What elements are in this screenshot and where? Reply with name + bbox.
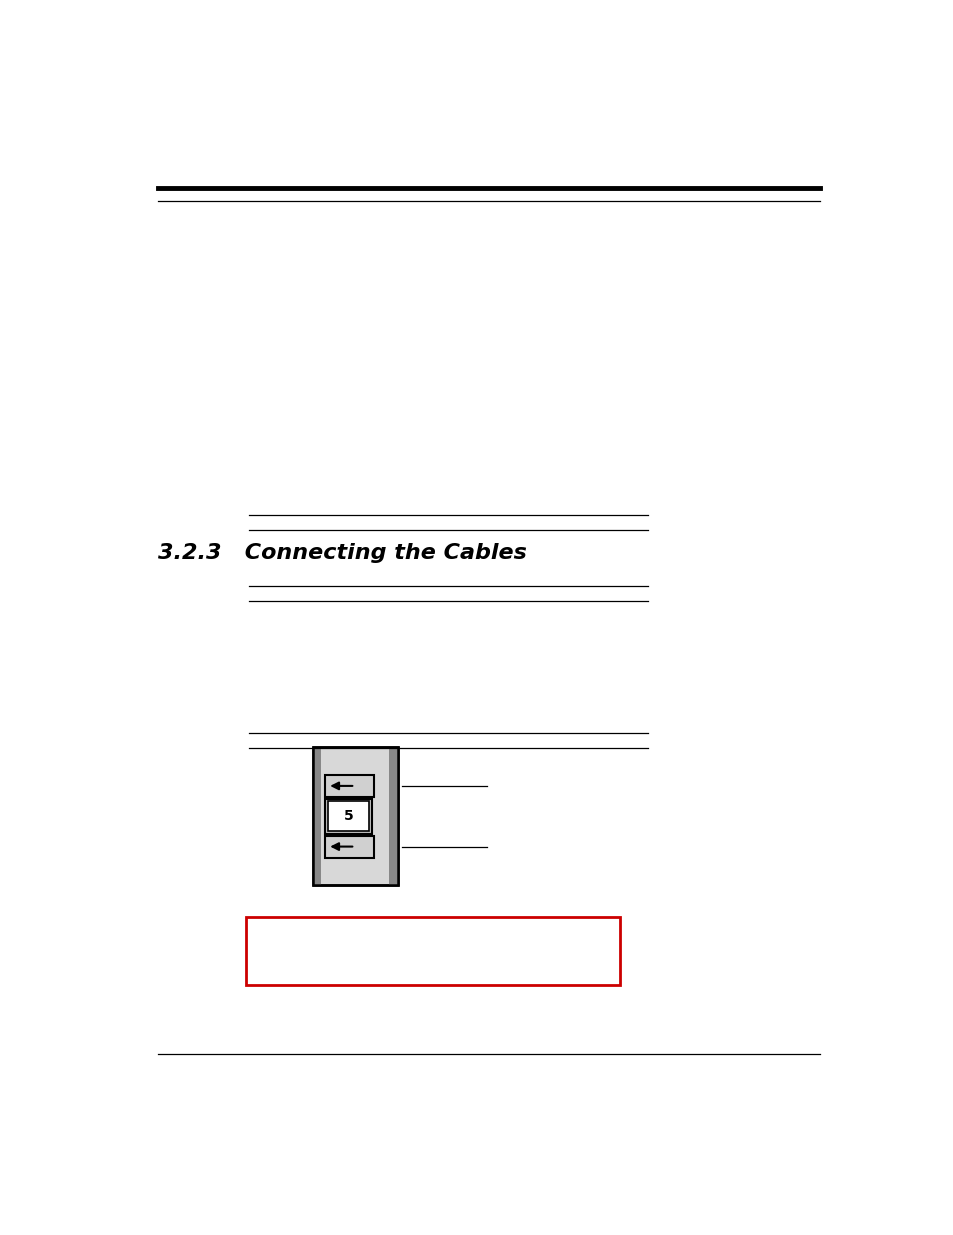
Bar [313,747,397,885]
Bar [328,802,369,831]
Text: 3.2.3   Connecting the Cables: 3.2.3 Connecting the Cables [157,543,526,563]
Bar [389,747,397,885]
Bar [246,916,619,986]
Bar [313,747,321,885]
Bar [313,747,397,885]
Bar [325,836,374,857]
Bar [325,774,374,797]
Text: 5: 5 [343,809,354,824]
Bar [325,799,372,834]
